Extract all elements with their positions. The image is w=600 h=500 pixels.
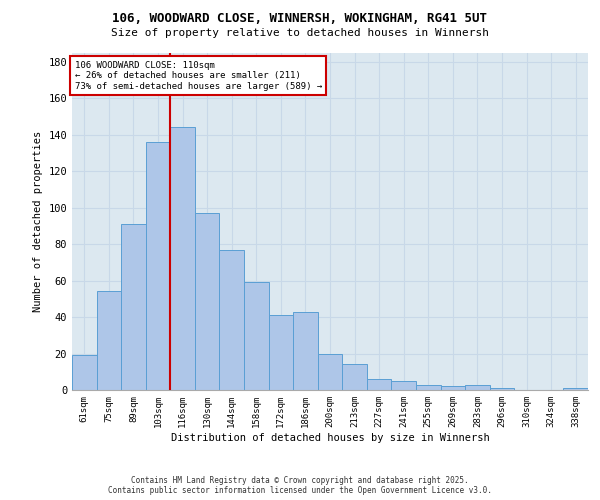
Bar bbox=[195, 213, 220, 390]
Bar bbox=[220, 250, 244, 390]
Text: 106 WOODWARD CLOSE: 110sqm
← 26% of detached houses are smaller (211)
73% of sem: 106 WOODWARD CLOSE: 110sqm ← 26% of deta… bbox=[74, 61, 322, 90]
Bar bbox=[121, 224, 146, 390]
Bar bbox=[97, 292, 121, 390]
Bar bbox=[170, 128, 195, 390]
Y-axis label: Number of detached properties: Number of detached properties bbox=[33, 130, 43, 312]
Bar bbox=[440, 386, 465, 390]
Bar bbox=[342, 364, 367, 390]
Bar bbox=[72, 356, 97, 390]
Text: 106, WOODWARD CLOSE, WINNERSH, WOKINGHAM, RG41 5UT: 106, WOODWARD CLOSE, WINNERSH, WOKINGHAM… bbox=[113, 12, 487, 26]
Bar bbox=[318, 354, 342, 390]
Bar bbox=[367, 379, 391, 390]
Text: Contains HM Land Registry data © Crown copyright and database right 2025.
Contai: Contains HM Land Registry data © Crown c… bbox=[108, 476, 492, 495]
Bar bbox=[244, 282, 269, 390]
Bar bbox=[293, 312, 318, 390]
Bar bbox=[391, 381, 416, 390]
Bar bbox=[563, 388, 588, 390]
Bar bbox=[465, 384, 490, 390]
Bar bbox=[146, 142, 170, 390]
Bar bbox=[416, 384, 440, 390]
Bar bbox=[490, 388, 514, 390]
Text: Size of property relative to detached houses in Winnersh: Size of property relative to detached ho… bbox=[111, 28, 489, 38]
X-axis label: Distribution of detached houses by size in Winnersh: Distribution of detached houses by size … bbox=[170, 432, 490, 442]
Bar bbox=[269, 315, 293, 390]
